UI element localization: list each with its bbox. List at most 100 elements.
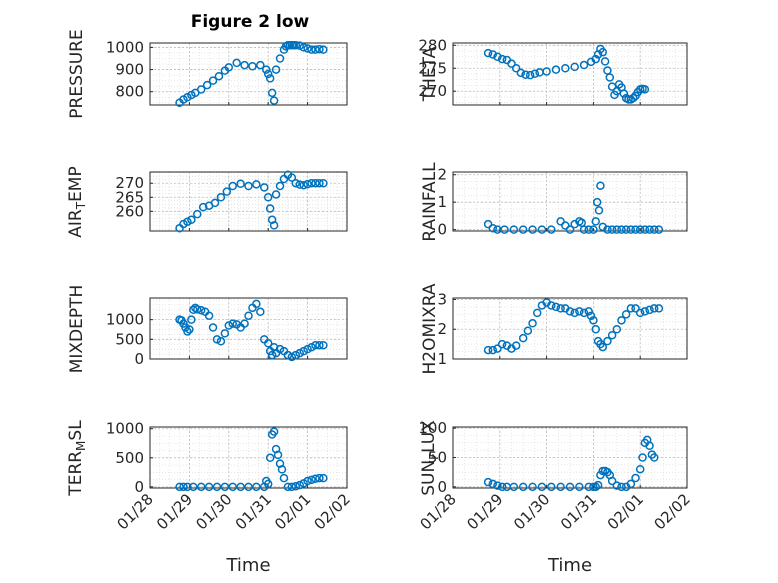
data-point (619, 89, 629, 98)
data-point (187, 315, 196, 324)
data-point (248, 62, 257, 71)
x-tick-label: 01/28 (417, 490, 460, 533)
data-point (509, 482, 519, 492)
y-tick-label: 1 (437, 193, 447, 211)
axes-box (149, 297, 348, 360)
y-axis-label: PRESSURE (67, 29, 87, 119)
data-point (222, 187, 232, 196)
data-point (483, 219, 493, 229)
data-point (565, 482, 575, 492)
data-point (267, 88, 277, 98)
data-point (311, 45, 320, 54)
data-point (584, 307, 593, 316)
y-tick-label: 0 (437, 221, 447, 239)
data-point (311, 178, 320, 188)
data-point (535, 68, 544, 77)
figure-title: Figure 2 low (190, 12, 310, 32)
data-point (175, 482, 184, 492)
data-point (649, 453, 659, 462)
data-point (579, 60, 589, 70)
data-point (183, 482, 192, 492)
data-point (267, 215, 277, 225)
data-point (271, 65, 281, 74)
data-point (265, 453, 275, 463)
data-point (579, 225, 589, 234)
data-point (488, 50, 498, 59)
x-tick-label: 02/02 (651, 490, 694, 533)
data-point (256, 60, 265, 70)
data-point (183, 327, 192, 336)
data-point (279, 174, 289, 184)
data-point (224, 63, 234, 72)
data-point (547, 301, 556, 310)
data-point (497, 54, 507, 64)
y-tick-label: 2 (437, 166, 447, 184)
x-tick-label: 02/02 (311, 490, 354, 533)
y-tick-label: 1 (437, 350, 447, 368)
data-point (244, 181, 253, 191)
data-point (265, 204, 275, 213)
data-point (518, 333, 528, 343)
data-point (649, 225, 659, 234)
data-point (654, 304, 664, 313)
data-point (488, 224, 498, 233)
data-point (497, 339, 507, 349)
y-tick-label: 270 (418, 82, 447, 100)
y-axis-label: RAINFALL (420, 161, 440, 242)
data-point (483, 48, 493, 58)
data-point (598, 47, 608, 57)
y-tick-label: 270 (115, 174, 144, 192)
data-point (528, 319, 537, 328)
data-point (193, 305, 202, 314)
data-point (640, 225, 650, 234)
data-point (208, 323, 218, 332)
data-point (311, 340, 320, 350)
data-point (603, 225, 612, 234)
y-axis-label: AIRTEMP (65, 165, 89, 238)
data-point (319, 178, 328, 188)
data-point (621, 225, 631, 234)
data-point (273, 450, 283, 460)
data-point (483, 345, 493, 355)
data-point (275, 54, 285, 63)
y-axis-label: H2OMIXRA (420, 282, 440, 375)
data-point (596, 470, 605, 480)
data-point (483, 477, 493, 487)
y-tick-label: 265 (115, 188, 144, 206)
data-point (220, 482, 230, 492)
data-point (493, 481, 502, 490)
data-point (518, 225, 528, 234)
data-point (271, 190, 281, 199)
data-point (607, 225, 617, 234)
data-point (299, 180, 308, 190)
data-point (236, 482, 245, 492)
data-point (612, 481, 622, 490)
x-tick-label: 01/29 (463, 490, 506, 533)
data-point (279, 473, 289, 483)
data-point (561, 221, 570, 230)
data-point (277, 465, 287, 474)
data-point (269, 427, 279, 436)
y-tick-label: 100 (418, 419, 447, 437)
data-point (252, 299, 261, 309)
y-tick-label: 2 (437, 320, 447, 338)
data-point (523, 326, 533, 335)
data-point (299, 43, 308, 52)
data-point (605, 73, 615, 82)
data-point (193, 209, 202, 219)
data-point (212, 482, 222, 492)
data-point (631, 225, 640, 234)
y-tick-label: 0 (134, 478, 144, 496)
data-point (315, 473, 324, 483)
y-tick-label: 280 (418, 36, 447, 54)
y-axis-label: TERRMSL (65, 419, 89, 496)
data-point (617, 316, 626, 325)
y-tick-label: 800 (115, 83, 144, 101)
data-point (189, 305, 198, 315)
data-point (547, 225, 556, 234)
data-point (645, 305, 654, 315)
data-point (210, 198, 220, 208)
